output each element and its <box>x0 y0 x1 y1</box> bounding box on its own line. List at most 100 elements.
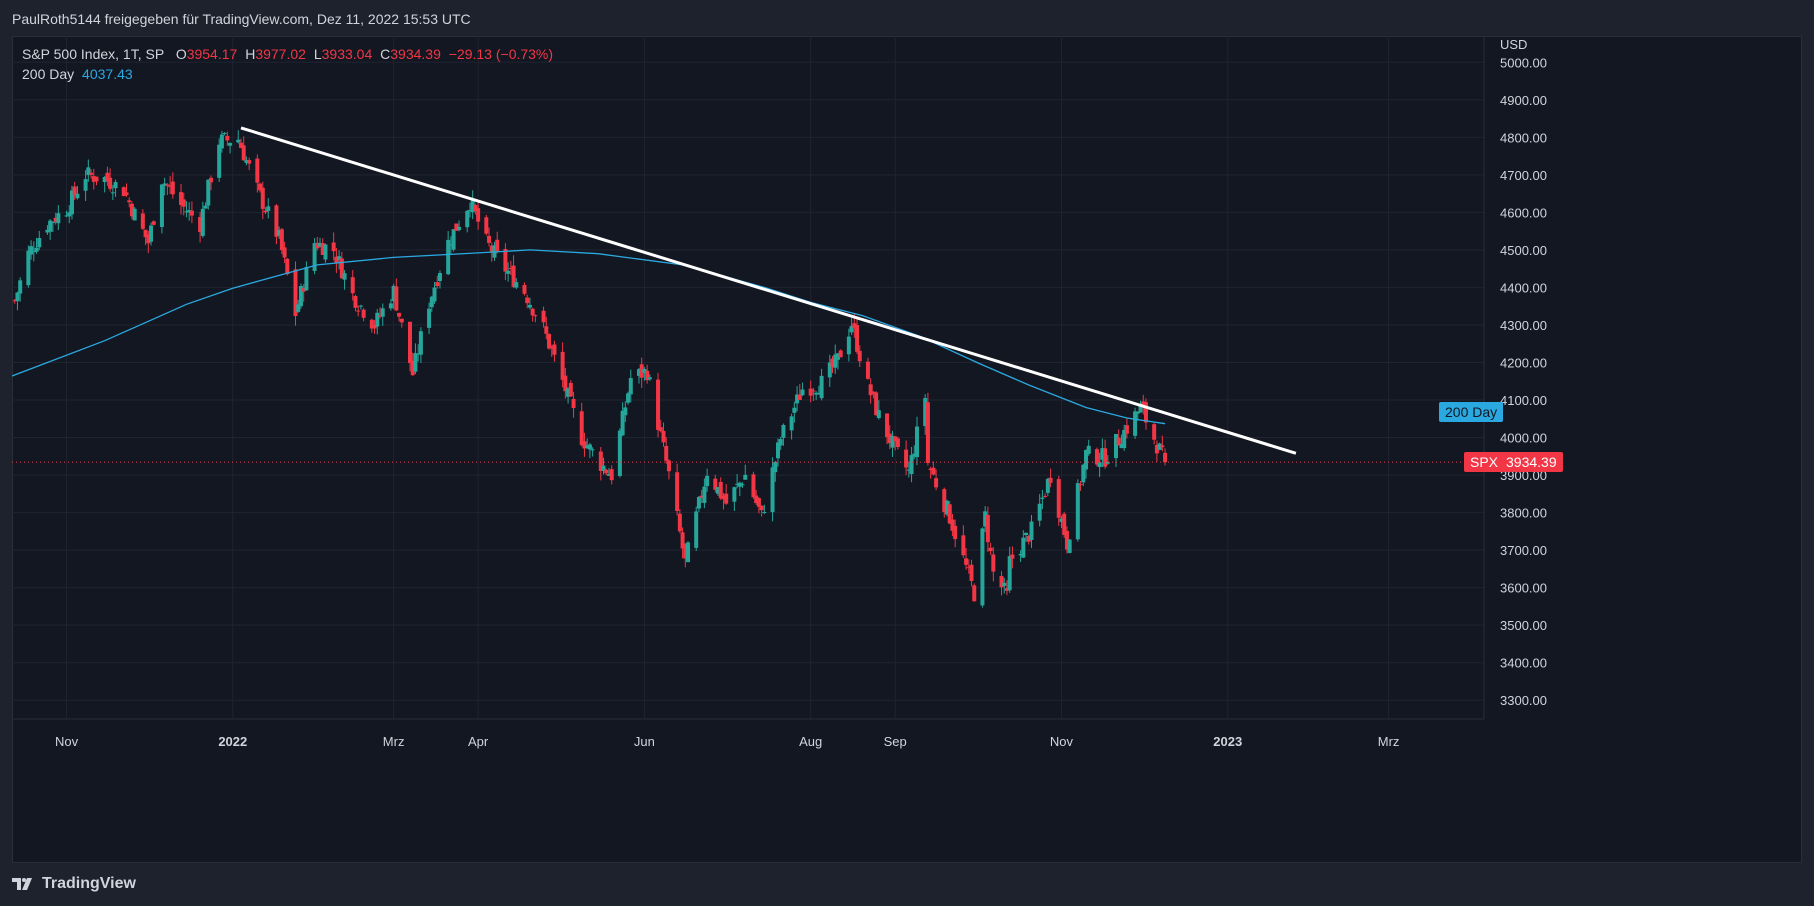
candle-body <box>222 133 227 135</box>
candle-body <box>198 217 203 233</box>
legend-row-ma: 200 Day 4037.43 <box>22 64 553 84</box>
candle-body <box>399 318 404 323</box>
candle-body <box>72 186 77 196</box>
candle-body <box>487 235 492 243</box>
candle-body <box>187 210 192 213</box>
candle-body <box>759 505 764 511</box>
candle-body <box>885 413 890 438</box>
candle-body <box>762 512 767 514</box>
candle-body <box>56 213 61 224</box>
candle-body <box>260 187 265 209</box>
candle-body <box>258 183 263 191</box>
candle-body <box>50 222 55 224</box>
time-tick-label: Jun <box>634 734 655 749</box>
candle-body <box>541 310 546 323</box>
candle-body <box>1048 477 1053 483</box>
candle-body <box>904 449 909 468</box>
candle-body <box>339 258 344 279</box>
candle-body <box>563 375 568 392</box>
candle-body <box>1024 532 1029 536</box>
candle-body <box>775 442 780 459</box>
candle-body <box>865 361 870 379</box>
candle-body <box>94 176 99 182</box>
legend-close-value: 3934.39 <box>390 46 441 62</box>
candle-body <box>999 576 1004 588</box>
candle-body <box>457 226 462 231</box>
candle-body <box>189 210 194 216</box>
candle-body <box>140 213 145 229</box>
candle-body <box>988 547 993 552</box>
legend-ma-label: 200 Day <box>22 66 75 82</box>
price-chart[interactable]: USD 5000.00 4900.00 4800.00 4700.00 4600.00 45… <box>12 36 1802 863</box>
candle-body <box>705 475 710 487</box>
candle-body <box>721 495 726 500</box>
candle-body <box>835 353 840 360</box>
candle-body <box>808 388 813 396</box>
candle-body <box>582 441 587 449</box>
candle-body <box>149 225 154 242</box>
tradingview-logo-icon <box>12 878 32 890</box>
candle-body <box>740 484 745 486</box>
price-tick-label: 3700.00 <box>1500 543 1547 558</box>
candle-body <box>391 285 396 302</box>
candle-body <box>437 273 442 281</box>
candle-body <box>797 394 802 400</box>
candle-body <box>838 350 843 358</box>
candle-body <box>151 221 156 225</box>
candle-body <box>849 325 854 333</box>
candle-body <box>274 205 279 237</box>
candle-body <box>236 139 241 143</box>
candle-body <box>1133 411 1138 436</box>
price-tick-label: 4300.00 <box>1500 318 1547 333</box>
time-tick-label: 2022 <box>218 734 247 749</box>
candle-body <box>530 308 535 316</box>
candle-body <box>165 184 170 186</box>
candle-body <box>184 211 189 213</box>
candle-body <box>590 449 595 451</box>
candle-body <box>312 243 317 271</box>
candle-body <box>1086 445 1091 454</box>
candle-body <box>170 181 175 195</box>
candle-body <box>830 358 835 367</box>
candle-body <box>1163 452 1168 463</box>
candle-body <box>361 309 366 318</box>
candle-body <box>1103 448 1108 467</box>
candle-body <box>1116 437 1121 446</box>
candle-body <box>508 267 513 269</box>
candle-body <box>34 247 39 252</box>
candle-body <box>587 444 592 450</box>
time-tick-label: Nov <box>55 734 79 749</box>
candle-body <box>549 346 554 349</box>
candle-body <box>435 282 440 287</box>
candle-body <box>1018 553 1023 556</box>
candle-body <box>909 455 914 475</box>
tradingview-brand[interactable]: TradingView <box>12 875 136 893</box>
legend-symbol: S&P 500 Index, 1T, SP <box>22 46 164 62</box>
candle-body <box>1141 401 1146 408</box>
candle-body <box>255 158 260 183</box>
chart-pane[interactable] <box>12 36 1802 863</box>
candle-body <box>506 270 511 274</box>
candle-body <box>219 134 224 149</box>
candle-body <box>217 144 222 178</box>
price-tick-label: 4000.00 <box>1500 431 1547 446</box>
candle-body <box>397 312 402 317</box>
candle-body <box>1010 554 1015 559</box>
candle-body <box>18 280 23 294</box>
candle-body <box>244 160 249 163</box>
candle-body <box>484 217 489 234</box>
candle-body <box>1062 513 1067 535</box>
candle-body <box>666 460 671 472</box>
brand-name: TradingView <box>42 875 136 892</box>
candle-body <box>26 250 31 286</box>
price-tick-label: 5000.00 <box>1500 55 1547 70</box>
candle-body <box>991 554 996 572</box>
candle-body <box>947 504 952 524</box>
candle-body <box>334 256 339 263</box>
candle-body <box>579 411 584 446</box>
candle-body <box>203 205 208 209</box>
candle-body <box>369 319 374 329</box>
candle-body <box>800 389 805 396</box>
candle-body <box>751 474 756 498</box>
candle-body <box>645 370 650 381</box>
